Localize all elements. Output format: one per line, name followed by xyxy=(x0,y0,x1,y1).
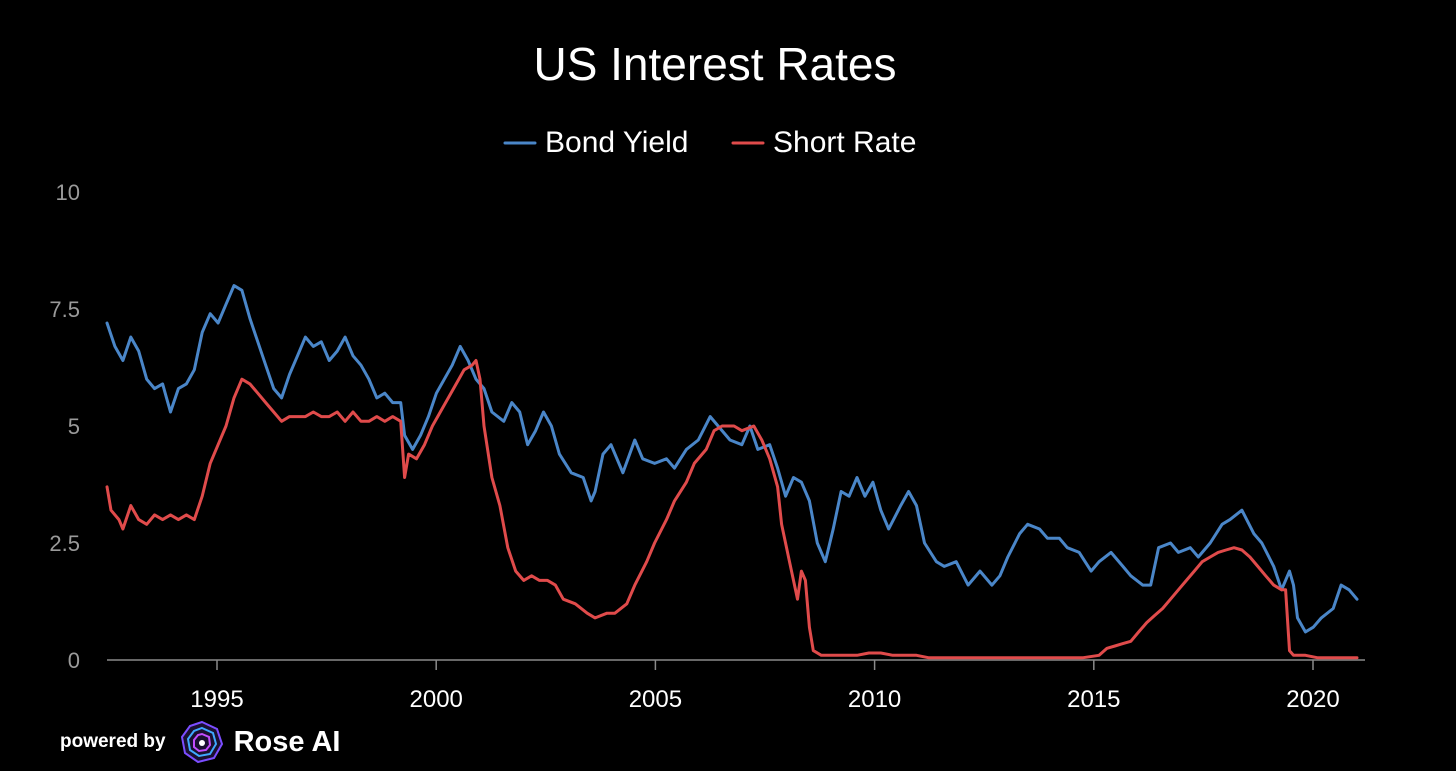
y-tick-label: 0 xyxy=(68,648,80,673)
y-tick-label: 5 xyxy=(68,414,80,439)
x-tick-label: 2020 xyxy=(1286,686,1339,713)
legend: Bond Yield Short Rate xyxy=(503,126,916,159)
x-axis: 1995 2000 2005 2010 2015 2020 xyxy=(107,659,1365,713)
series-line-bond-yield xyxy=(105,284,1359,634)
powered-by-label: powered by xyxy=(60,731,166,752)
series-line-short-rate xyxy=(105,359,1359,660)
y-axis: 0 2.5 5 7.5 10 xyxy=(49,180,80,673)
x-tick-label: 2000 xyxy=(410,686,463,713)
y-tick-label: 2.5 xyxy=(49,531,80,556)
legend-label: Short Rate xyxy=(773,126,916,159)
chart-title: US Interest Rates xyxy=(533,38,896,90)
x-tick-label: 2010 xyxy=(848,686,901,713)
x-tick-label: 1995 xyxy=(190,686,243,713)
legend-label: Bond Yield xyxy=(545,126,688,159)
series-layer xyxy=(105,284,1359,660)
x-tick-label: 2005 xyxy=(629,686,682,713)
rose-ai-logo-icon xyxy=(180,720,223,764)
brand-name: Rose AI xyxy=(233,725,341,758)
x-tick-label: 2015 xyxy=(1067,686,1120,713)
y-tick-label: 7.5 xyxy=(49,297,80,322)
y-tick-label: 10 xyxy=(56,180,80,205)
branding: powered by Rose AI xyxy=(60,716,340,768)
